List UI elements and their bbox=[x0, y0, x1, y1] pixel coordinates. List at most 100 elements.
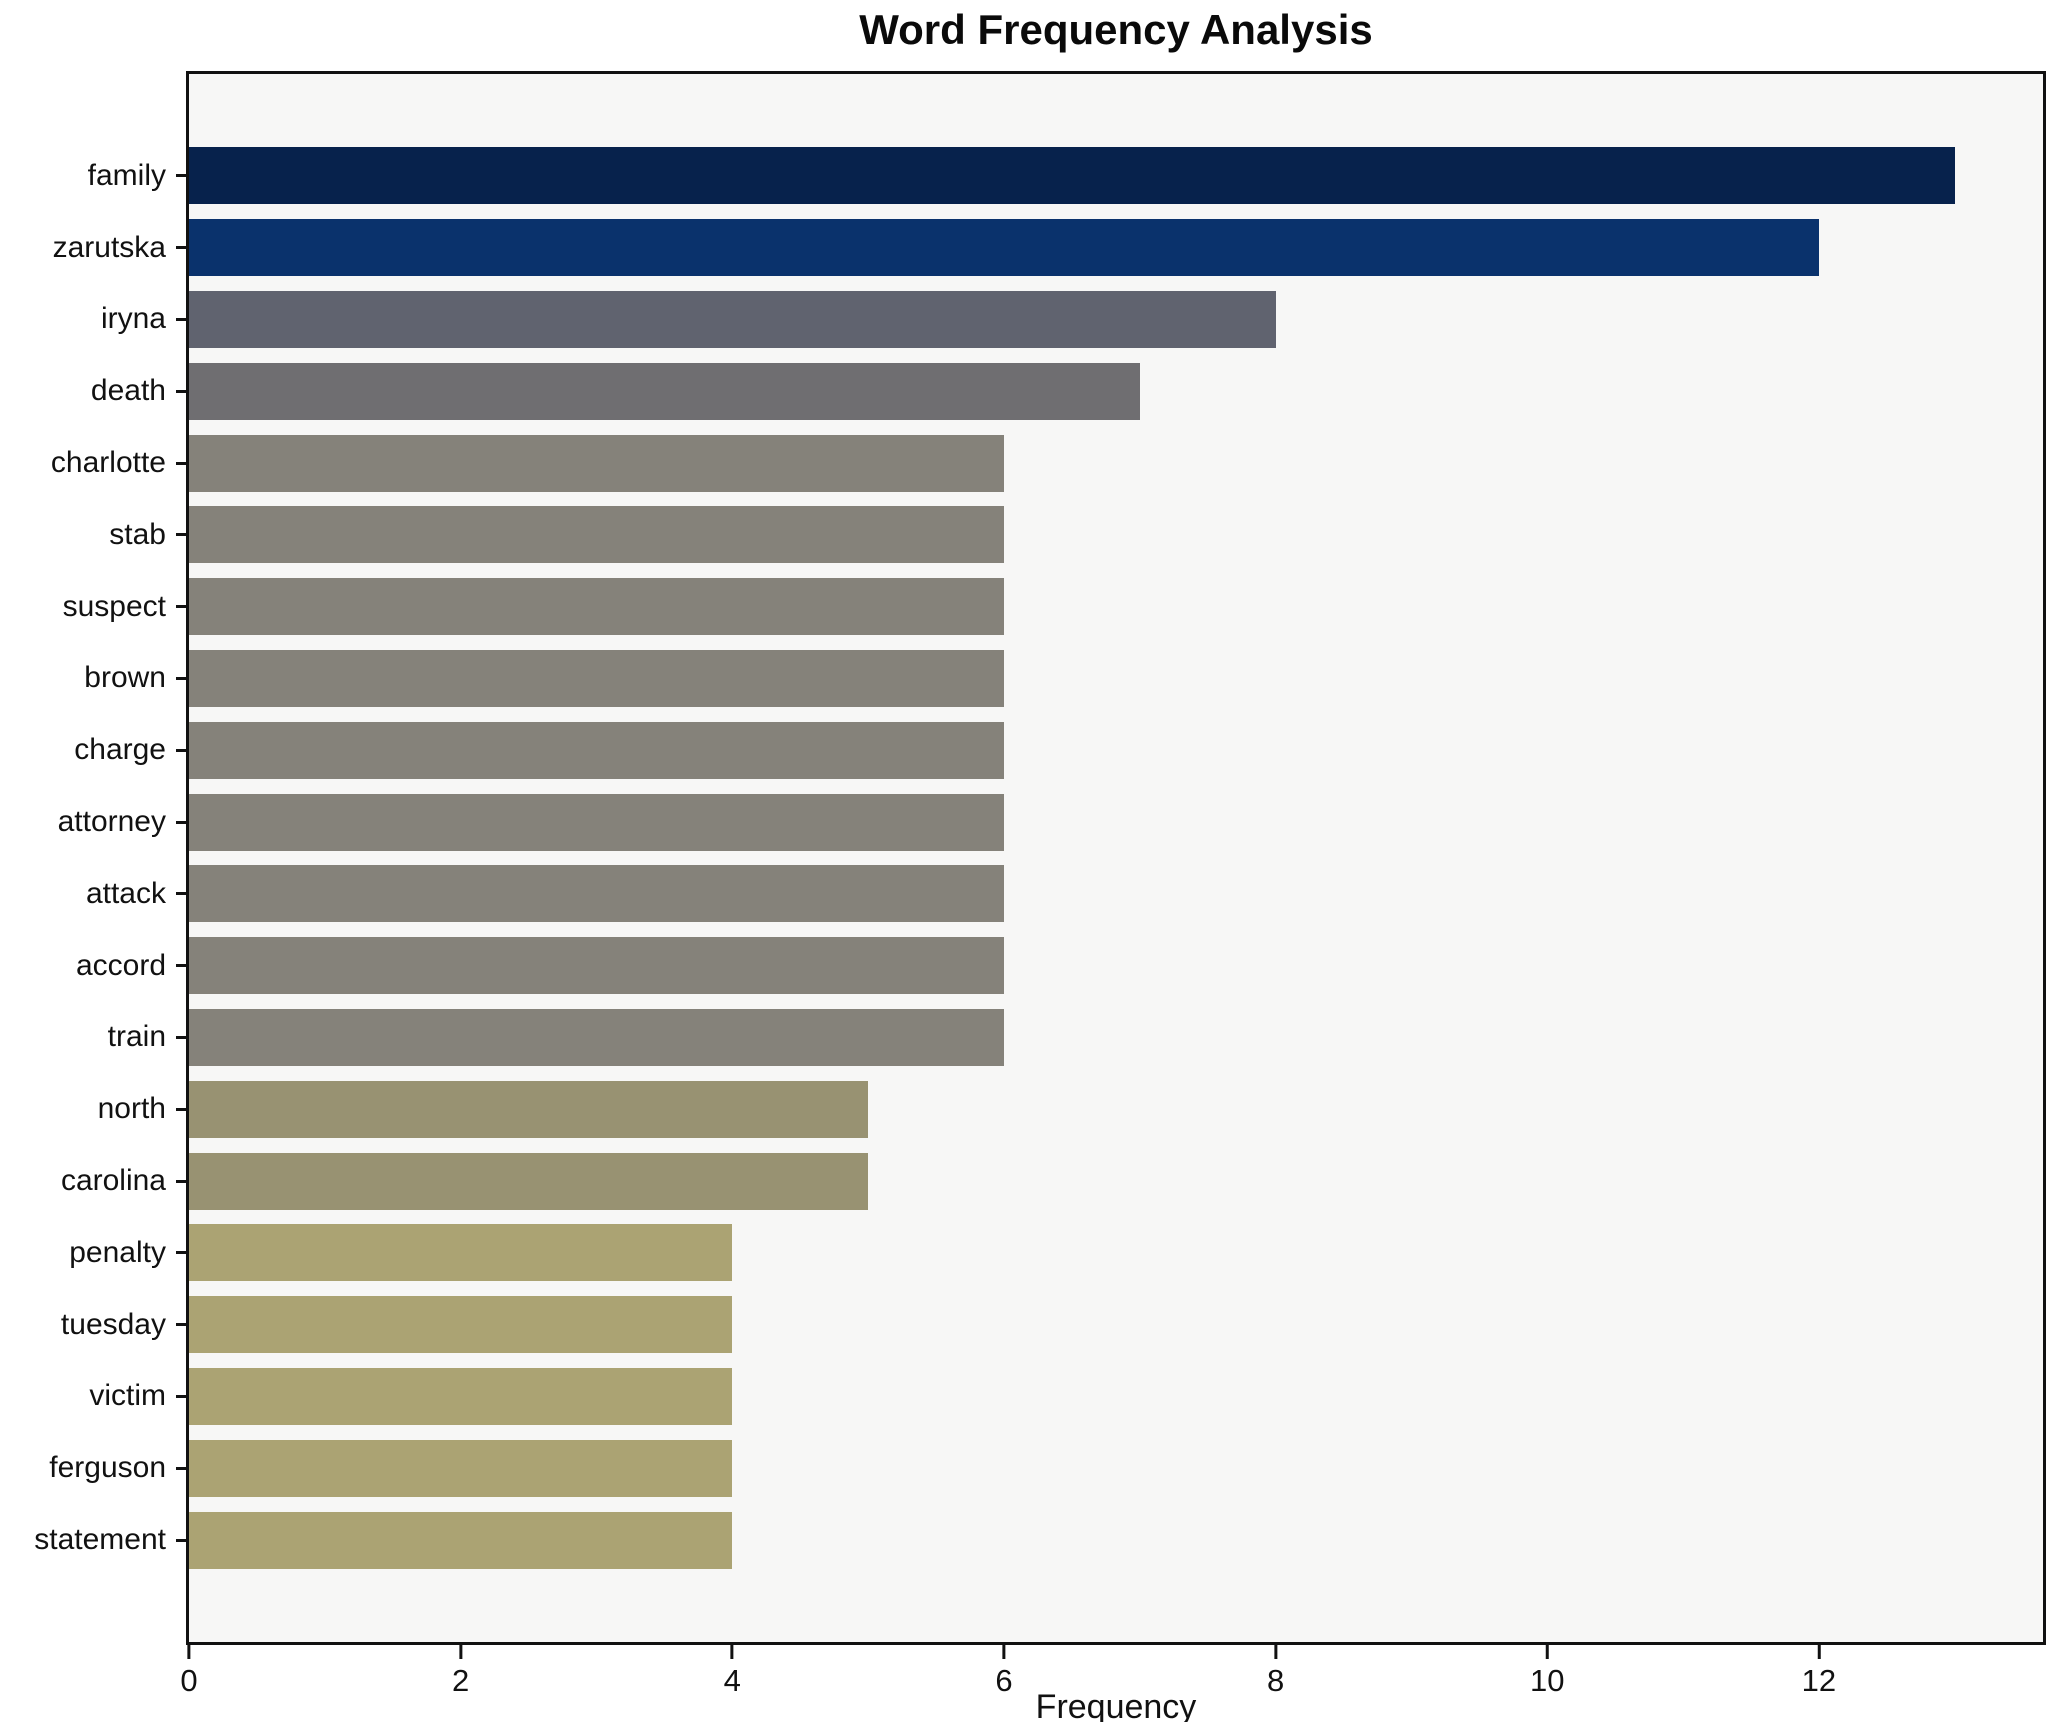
bar-row bbox=[189, 212, 2043, 284]
y-tick-mark bbox=[176, 605, 186, 609]
bar-charlotte bbox=[189, 434, 1004, 492]
y-tick-label-accord: accord bbox=[75, 948, 166, 982]
bar-ferguson bbox=[189, 1439, 733, 1497]
x-tick-label: 12 bbox=[1801, 1663, 1837, 1698]
y-tick-label-attorney: attorney bbox=[57, 805, 166, 839]
y-tick-label-statement: statement bbox=[34, 1523, 166, 1557]
x-tick-12: 12 bbox=[1802, 1645, 1836, 1699]
bar-row bbox=[189, 1504, 2043, 1576]
y-tick-row: death bbox=[0, 355, 186, 427]
y-tick-label-brown: brown bbox=[84, 661, 166, 695]
bar-zarutska bbox=[189, 219, 1819, 277]
y-tick-row: brown bbox=[0, 643, 186, 715]
y-tick-mark bbox=[176, 1251, 186, 1255]
y-tick-label-ferguson: ferguson bbox=[49, 1451, 166, 1485]
x-tick-10: 10 bbox=[1530, 1645, 1564, 1699]
y-tick-label-tuesday: tuesday bbox=[60, 1307, 166, 1341]
bar-row bbox=[189, 571, 2043, 643]
bar-row bbox=[189, 1361, 2043, 1433]
bar-stab bbox=[189, 506, 1004, 564]
y-tick-row: carolina bbox=[0, 1145, 186, 1217]
bars-container bbox=[189, 140, 2043, 1576]
y-tick-label-death: death bbox=[90, 374, 166, 408]
y-tick-label-north: north bbox=[97, 1092, 166, 1126]
x-tick-mark bbox=[459, 1645, 463, 1659]
bar-death bbox=[189, 362, 1140, 420]
y-tick-mark bbox=[176, 820, 186, 824]
bar-row bbox=[189, 1073, 2043, 1145]
bar-row bbox=[189, 355, 2043, 427]
bar-tuesday bbox=[189, 1296, 733, 1354]
x-tick-label: 10 bbox=[1529, 1663, 1565, 1698]
y-tick-mark bbox=[176, 892, 186, 896]
x-tick-mark bbox=[730, 1645, 734, 1659]
x-tick-mark bbox=[1545, 1645, 1549, 1659]
bar-charge bbox=[189, 721, 1004, 779]
y-tick-mark bbox=[176, 748, 186, 752]
y-tick-row: victim bbox=[0, 1361, 186, 1433]
y-tick-row: charlotte bbox=[0, 427, 186, 499]
bar-row bbox=[189, 858, 2043, 930]
chart-title: Word Frequency Analysis bbox=[859, 6, 1373, 53]
bar-row bbox=[189, 1217, 2043, 1289]
y-tick-label-attack: attack bbox=[85, 876, 166, 910]
bar-row bbox=[189, 786, 2043, 858]
y-tick-mark bbox=[176, 1035, 186, 1039]
x-tick-mark bbox=[1817, 1645, 1821, 1659]
bar-row bbox=[189, 714, 2043, 786]
y-tick-row: penalty bbox=[0, 1217, 186, 1289]
x-tick-mark bbox=[1002, 1645, 1006, 1659]
y-tick-row: ferguson bbox=[0, 1432, 186, 1504]
y-tick-mark bbox=[176, 174, 186, 178]
bar-row bbox=[189, 1432, 2043, 1504]
x-tick-2: 2 bbox=[452, 1645, 469, 1699]
x-tick-6: 6 bbox=[995, 1645, 1013, 1699]
x-axis-title: Frequency bbox=[1035, 1688, 1197, 1722]
bar-row bbox=[189, 643, 2043, 715]
y-tick-row: tuesday bbox=[0, 1289, 186, 1361]
y-tick-row: iryna bbox=[0, 284, 186, 356]
x-tick-label: 6 bbox=[995, 1663, 1013, 1698]
y-tick-label-train: train bbox=[107, 1020, 166, 1054]
x-tick-label: 8 bbox=[1266, 1663, 1285, 1698]
bar-attorney bbox=[189, 793, 1004, 851]
y-axis: family zarutska iryna death charlotte stab sus… bbox=[0, 140, 186, 1576]
y-tick-row: attack bbox=[0, 858, 186, 930]
x-tick-label: 4 bbox=[723, 1663, 741, 1698]
bar-row bbox=[189, 1289, 2043, 1361]
y-tick-label-zarutska: zarutska bbox=[52, 230, 166, 264]
y-tick-mark bbox=[176, 676, 186, 680]
y-tick-label-victim: victim bbox=[89, 1379, 166, 1413]
x-tick-mark bbox=[187, 1645, 191, 1659]
y-tick-label-carolina: carolina bbox=[60, 1164, 166, 1198]
bar-train bbox=[189, 1008, 1004, 1066]
bar-row bbox=[189, 427, 2043, 499]
y-tick-mark bbox=[176, 1394, 186, 1398]
x-tick-8: 8 bbox=[1267, 1645, 1284, 1699]
x-tick-mark bbox=[1274, 1645, 1278, 1659]
y-tick-mark bbox=[176, 317, 186, 321]
bar-carolina bbox=[189, 1152, 869, 1210]
y-tick-mark bbox=[176, 246, 186, 250]
y-tick-row: statement bbox=[0, 1504, 186, 1576]
y-tick-label-penalty: penalty bbox=[69, 1235, 166, 1269]
y-tick-label-family: family bbox=[87, 158, 166, 192]
bar-row bbox=[189, 284, 2043, 356]
y-tick-row: suspect bbox=[0, 571, 186, 643]
plot-area bbox=[186, 71, 2046, 1645]
y-tick-row: train bbox=[0, 1002, 186, 1074]
bar-north bbox=[189, 1080, 869, 1138]
y-tick-mark bbox=[176, 461, 186, 465]
bar-row bbox=[189, 499, 2043, 571]
x-tick-label: 2 bbox=[452, 1663, 470, 1698]
y-tick-row: attorney bbox=[0, 786, 186, 858]
x-tick-0: 0 bbox=[180, 1645, 198, 1699]
y-tick-row: charge bbox=[0, 714, 186, 786]
y-tick-mark bbox=[176, 1538, 186, 1542]
y-tick-row: zarutska bbox=[0, 212, 186, 284]
bar-attack bbox=[189, 865, 1004, 923]
y-tick-mark bbox=[176, 389, 186, 393]
y-tick-mark bbox=[176, 964, 186, 968]
bar-brown bbox=[189, 649, 1004, 707]
